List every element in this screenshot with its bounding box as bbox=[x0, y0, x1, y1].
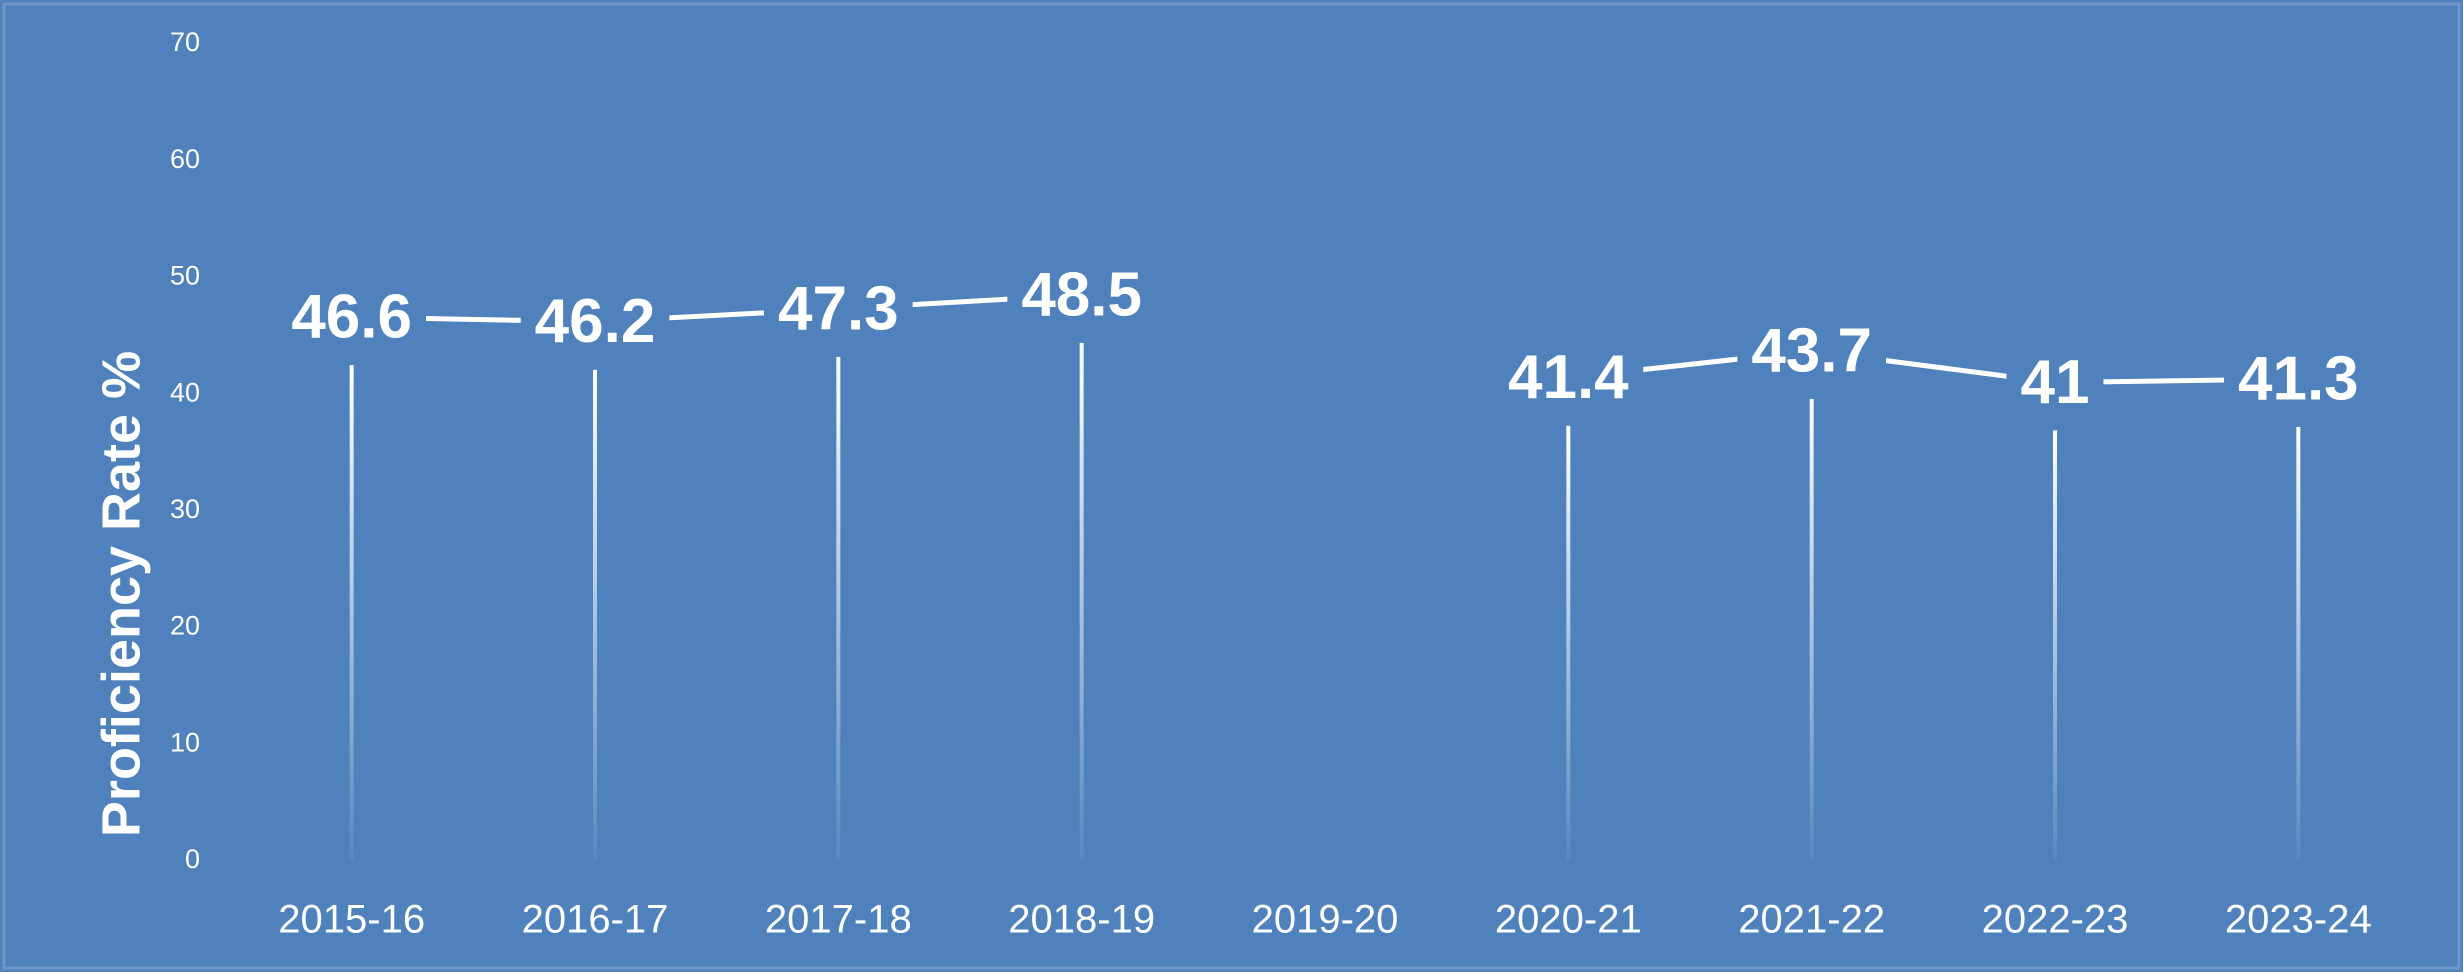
x-tick-label: 2016-17 bbox=[522, 898, 669, 942]
data-label: 46.2 bbox=[535, 287, 656, 356]
x-tick-label: 2020-21 bbox=[1495, 898, 1642, 942]
y-tick-label: 20 bbox=[170, 611, 200, 641]
y-tick-label: 30 bbox=[170, 494, 200, 524]
data-label: 48.5 bbox=[1021, 260, 1142, 329]
drop-line bbox=[349, 365, 354, 861]
x-tick-label: 2017-18 bbox=[765, 898, 912, 942]
data-label: 43.7 bbox=[1751, 316, 1872, 385]
drop-line bbox=[1566, 425, 1571, 861]
x-tick-label: 2022-23 bbox=[1982, 898, 2129, 942]
y-tick-label: 70 bbox=[170, 27, 200, 57]
y-tick-label: 60 bbox=[170, 144, 200, 174]
data-label: 41.4 bbox=[1508, 343, 1629, 412]
x-tick-label: 2021-22 bbox=[1738, 898, 1885, 942]
drop-line bbox=[836, 356, 841, 861]
drop-line bbox=[2053, 430, 2057, 861]
y-tick-label: 0 bbox=[185, 844, 200, 874]
label-background bbox=[2006, 347, 2104, 417]
drop-line bbox=[1809, 398, 1814, 861]
label-background bbox=[277, 282, 427, 352]
label-background bbox=[1737, 316, 1887, 386]
y-tick-label: 40 bbox=[170, 377, 200, 407]
data-label: 46.6 bbox=[291, 282, 412, 351]
drop-line bbox=[2296, 426, 2301, 861]
x-tick-label: 2018-19 bbox=[1008, 898, 1155, 942]
y-tick-label: 10 bbox=[170, 727, 200, 757]
drop-line bbox=[1079, 342, 1084, 862]
label-background bbox=[1493, 343, 1644, 413]
label-background bbox=[2223, 344, 2373, 414]
x-tick-label: 2023-24 bbox=[2225, 898, 2372, 942]
y-axis-title: Proficiency Rate % bbox=[91, 351, 151, 837]
x-tick-label: 2015-16 bbox=[278, 898, 425, 942]
data-label: 41 bbox=[2021, 348, 2090, 417]
line bbox=[351, 292, 2299, 385]
label-background bbox=[763, 274, 913, 344]
label-background bbox=[520, 287, 670, 357]
data-label: 47.3 bbox=[778, 274, 899, 343]
y-tick-label: 50 bbox=[170, 261, 200, 291]
drop-line bbox=[593, 369, 597, 861]
data-label: 41.3 bbox=[2238, 344, 2359, 413]
label-background bbox=[1007, 260, 1157, 330]
x-tick-label: 2019-20 bbox=[1252, 898, 1399, 942]
